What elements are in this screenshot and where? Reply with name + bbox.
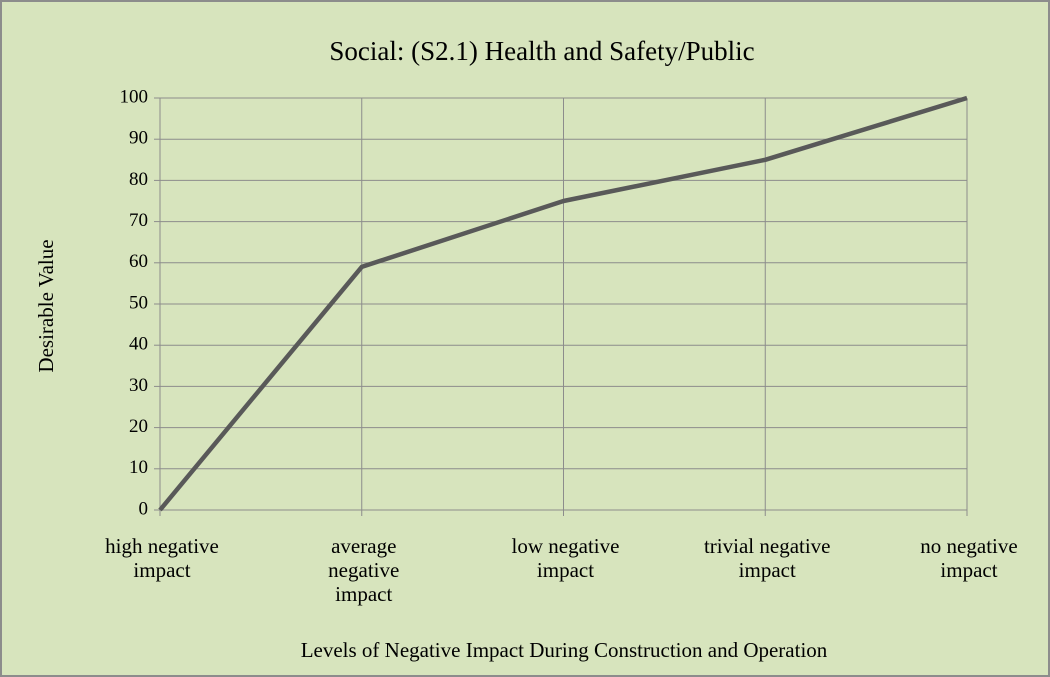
y-tick-label: 100 (120, 86, 149, 107)
x-tick-label: average negative impact (328, 534, 400, 606)
y-tick-label: 0 (139, 498, 149, 519)
x-tick-label: low negative impact (511, 534, 620, 582)
x-axis-label: Levels of Negative Impact During Constru… (301, 638, 828, 662)
x-tick-label: high negative impact (105, 534, 219, 582)
data-line (158, 95, 968, 512)
y-tick-label: 50 (129, 292, 148, 313)
y-tick-label: 30 (129, 375, 148, 396)
y-tick-label: 70 (129, 210, 148, 231)
y-tick-label: 40 (129, 334, 148, 355)
y-tick-label: 10 (129, 457, 148, 478)
y-tick-label: 80 (129, 169, 148, 190)
x-tick-label: no negative impact (920, 534, 1018, 582)
y-tick-label: 90 (129, 128, 148, 149)
y-tick-label: 20 (129, 416, 148, 437)
y-tick-label: 60 (129, 251, 148, 272)
x-tick-label: trivial negative impact (703, 534, 831, 582)
chart-title: Social: (S2.1) Health and Safety/Public (329, 36, 754, 66)
y-axis-label: Desirable Value (34, 239, 58, 372)
